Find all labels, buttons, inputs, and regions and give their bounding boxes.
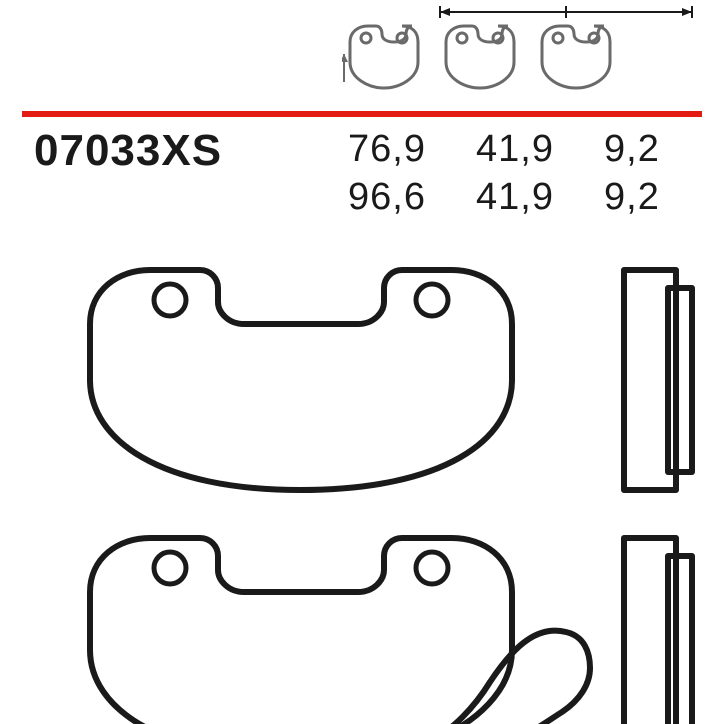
technical-drawing bbox=[0, 230, 724, 724]
dim-row-2: 96,6 41,9 9,2 bbox=[348, 174, 674, 222]
dim-a-1: 76,9 bbox=[348, 126, 438, 174]
dim-b-2: 41,9 bbox=[476, 174, 566, 222]
dim-icon-c bbox=[534, 18, 616, 94]
dim-icon-a bbox=[342, 18, 424, 94]
page: 07033XS 76,9 41,9 9,2 96,6 41,9 9,2 bbox=[0, 0, 724, 724]
divider bbox=[22, 104, 702, 110]
dimensions-table: 76,9 41,9 9,2 96,6 41,9 9,2 bbox=[348, 126, 674, 221]
part-number: 07033XS bbox=[34, 126, 222, 176]
dim-a-2: 96,6 bbox=[348, 174, 438, 222]
dim-c-1: 9,2 bbox=[604, 126, 674, 174]
dim-icon-b bbox=[438, 18, 520, 94]
header-dimension-line bbox=[0, 0, 724, 20]
header-icon-row bbox=[342, 18, 616, 94]
dim-row-1: 76,9 41,9 9,2 bbox=[348, 126, 674, 174]
dim-b-1: 41,9 bbox=[476, 126, 566, 174]
dim-c-2: 9,2 bbox=[604, 174, 674, 222]
